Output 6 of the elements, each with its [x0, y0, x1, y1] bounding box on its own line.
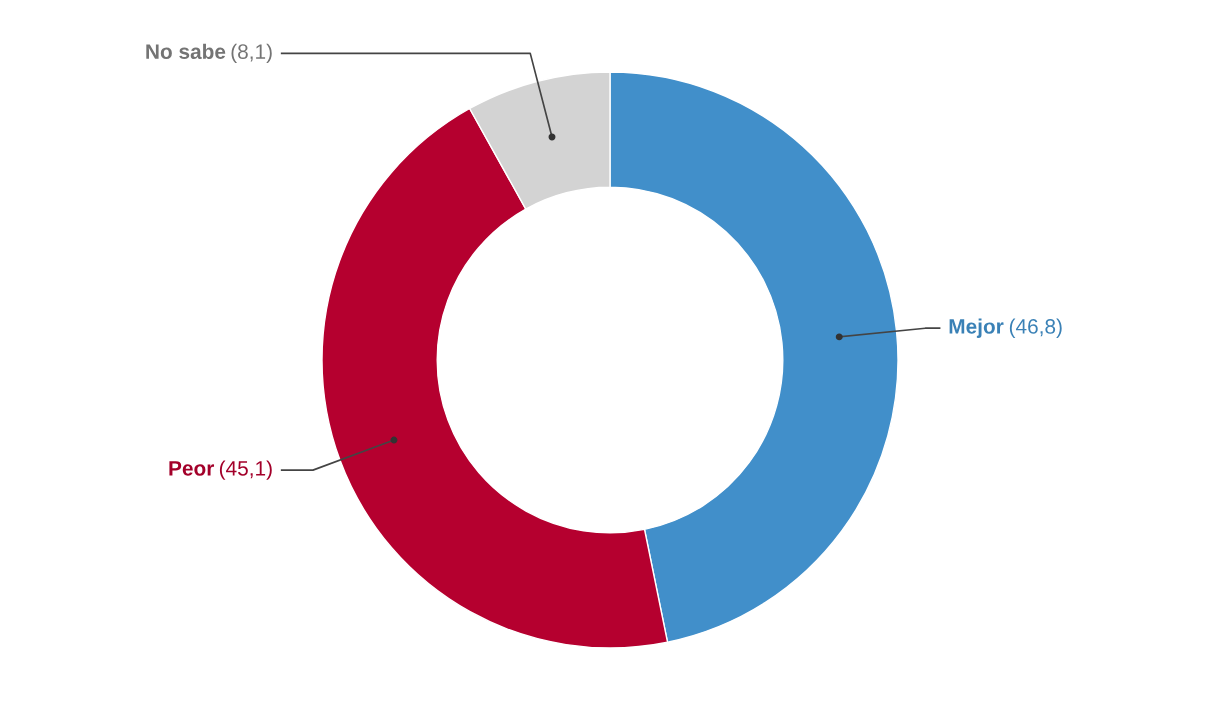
data-label: (8,1) [231, 43, 272, 64]
slice-label: Mejor [949, 318, 1004, 338]
data-label: (45,1) [219, 460, 272, 480]
slice-label: No sabe [146, 43, 226, 59]
slice-label: Peor [169, 461, 215, 476]
data-label: (46,8) [1009, 318, 1062, 338]
